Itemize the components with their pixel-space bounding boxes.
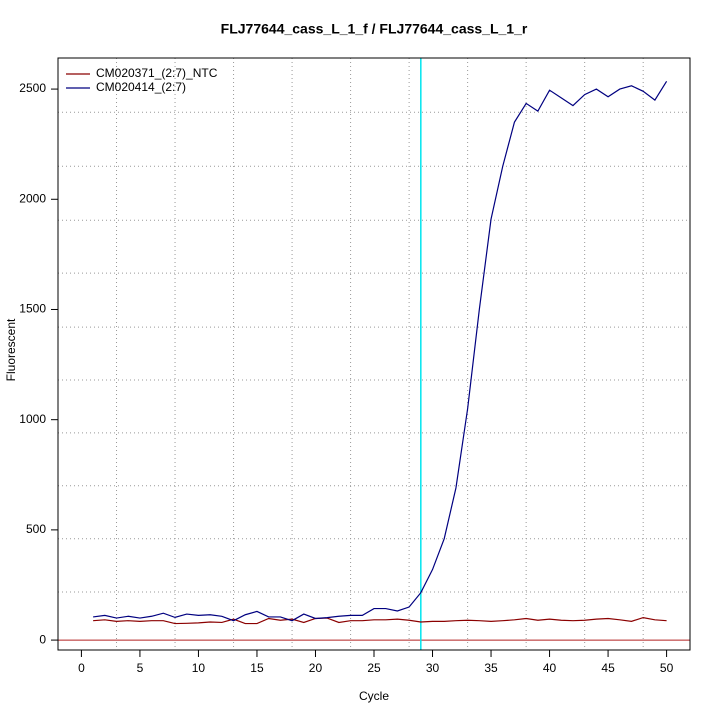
series-line (93, 616, 667, 625)
x-tick-label: 15 (250, 661, 264, 675)
x-tick-label: 30 (426, 661, 440, 675)
chart-title: FLJ77644_cass_L_1_f / FLJ77644_cass_L_1_… (221, 21, 528, 37)
x-tick-label: 25 (367, 661, 381, 675)
x-tick-label: 40 (543, 661, 557, 675)
series-line (93, 81, 668, 622)
x-tick-label: 10 (192, 661, 206, 675)
x-tick-label: 5 (137, 661, 144, 675)
x-axis-label: Cycle (359, 689, 389, 703)
legend-label: CM020414_(2:7) (96, 80, 186, 94)
y-axis-label: Fluorescent (4, 318, 18, 381)
x-tick-label: 20 (309, 661, 323, 675)
x-tick-label: 50 (660, 661, 674, 675)
y-tick-label: 0 (39, 632, 46, 646)
y-tick-label: 1500 (19, 302, 46, 316)
y-tick-label: 500 (26, 522, 46, 536)
y-tick-label: 2000 (19, 191, 46, 205)
legend-label: CM020371_(2:7)_NTC (96, 66, 218, 80)
x-tick-label: 35 (484, 661, 498, 675)
x-tick-label: 45 (601, 661, 615, 675)
y-tick-label: 2500 (19, 81, 46, 95)
y-tick-label: 1000 (19, 412, 46, 426)
x-tick-label: 0 (78, 661, 85, 675)
plot-frame (57, 57, 691, 651)
